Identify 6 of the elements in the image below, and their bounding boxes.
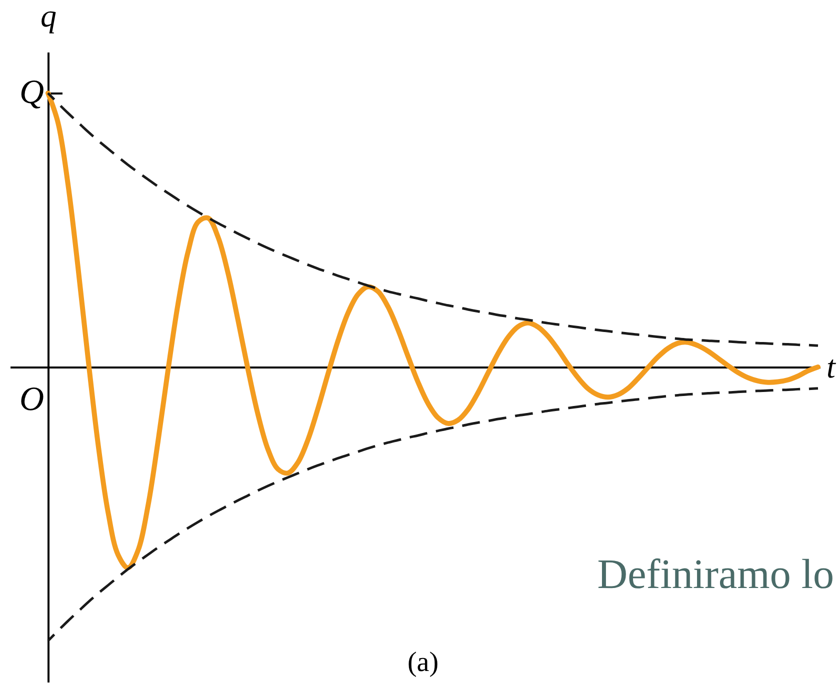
y-axis-title: q bbox=[40, 0, 56, 34]
annotation: Q bbox=[19, 74, 44, 112]
x-axis-title: t bbox=[826, 348, 836, 384]
text: (a) bbox=[407, 647, 439, 678]
annotation: O bbox=[19, 381, 44, 418]
annotation: Definiramo lo bbox=[597, 552, 834, 598]
